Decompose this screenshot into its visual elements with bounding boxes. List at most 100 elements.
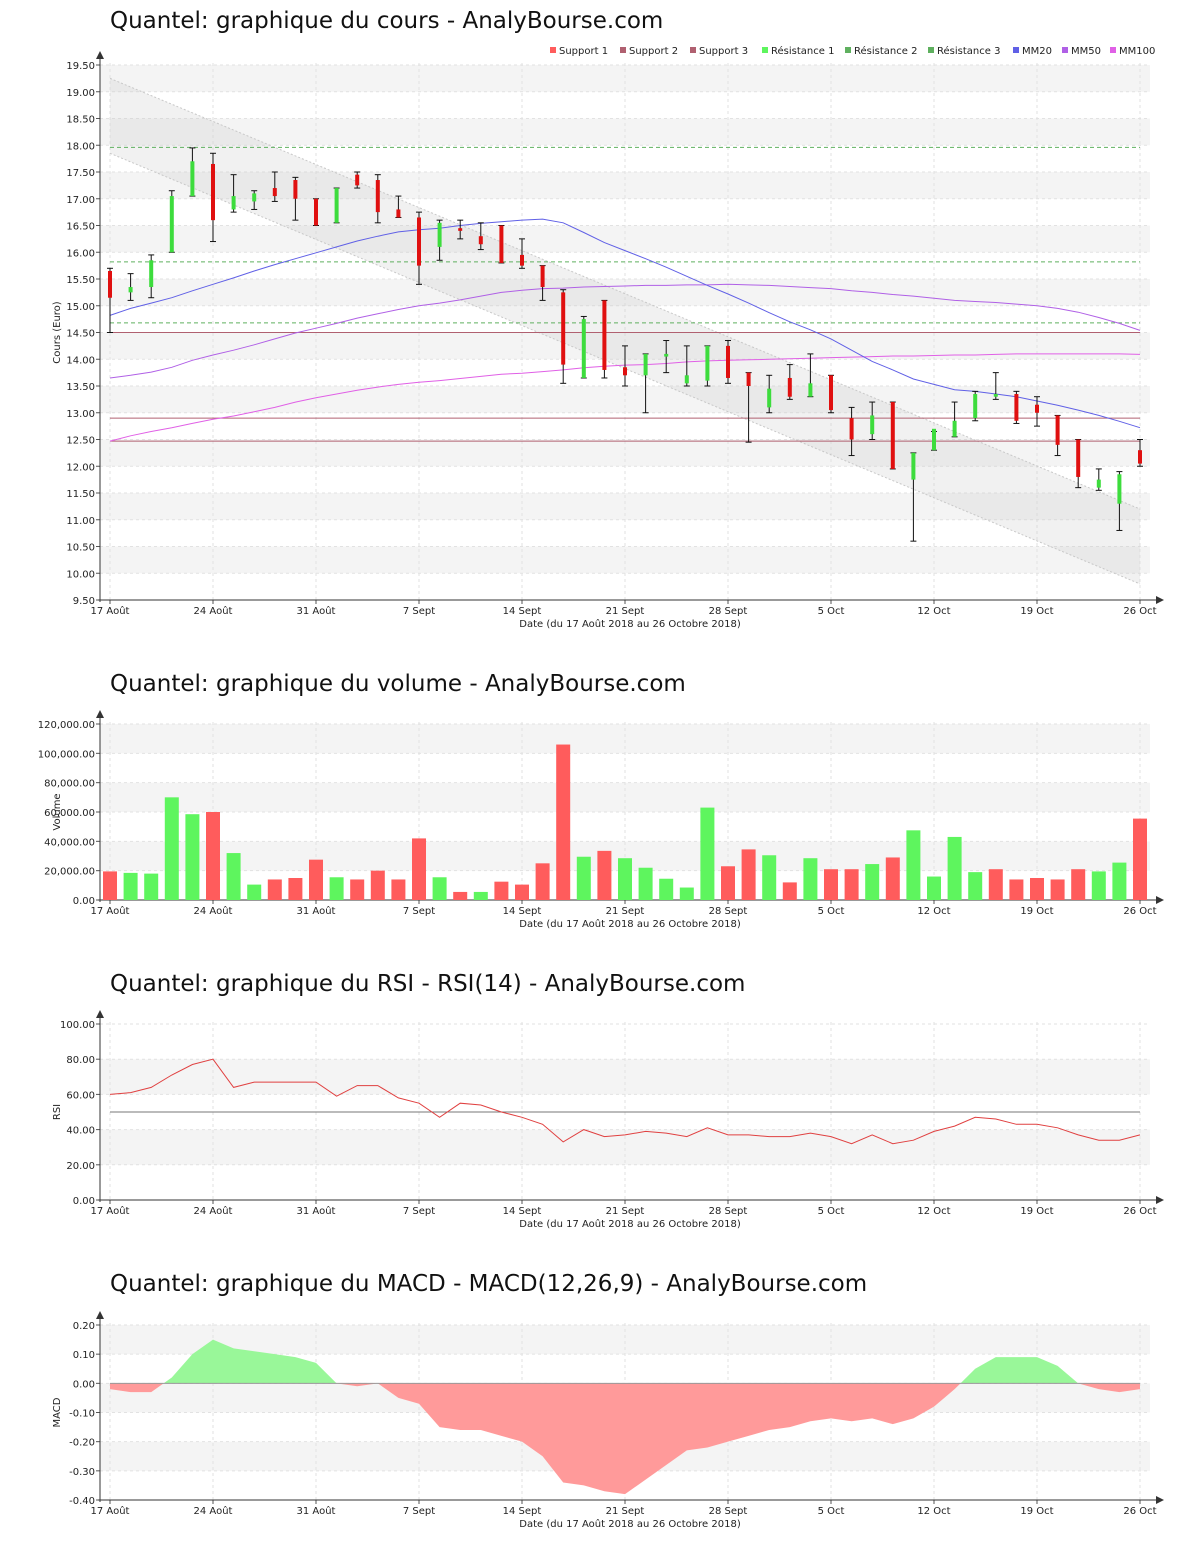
candle-body (499, 225, 504, 263)
candle-body (437, 222, 442, 247)
volume-bar (494, 881, 509, 900)
y-tick-label: 14.50 (66, 329, 95, 340)
x-tick-label: 24 Août (194, 905, 233, 917)
volume-bar (185, 814, 200, 900)
volume-bar (576, 856, 591, 900)
x-tick-label: 7 Sept (403, 1506, 435, 1517)
rsi-line (109, 1058, 1141, 1145)
candle-body (108, 270, 112, 298)
candle-body (458, 228, 463, 231)
y-tick-label: 0.10 (73, 1350, 95, 1361)
y-tick-label: 60.00 (66, 1090, 95, 1101)
x-tick-label: 17 Août (91, 1505, 130, 1517)
candle-body (1055, 415, 1060, 445)
grid-band (100, 1129, 1150, 1165)
y-tick-label: 13.50 (66, 382, 95, 393)
candle-body (478, 236, 483, 245)
candle-body (272, 188, 277, 197)
candle-body (1076, 439, 1081, 477)
candle-body (746, 372, 751, 386)
legend-label: Support 1 (559, 46, 608, 57)
volume-bar (432, 877, 447, 900)
x-tick-label: 26 Oct (1123, 1506, 1156, 1517)
x-tick-label: 28 Sept (709, 906, 748, 917)
x-tick-label: 12 Oct (917, 1506, 950, 1517)
volume-bar (329, 877, 344, 900)
x-tick-label: 21 Sept (606, 1506, 645, 1517)
y-tick-label: 9.50 (73, 596, 95, 607)
y-tick-label: 11.50 (66, 489, 95, 500)
volume-bar (556, 744, 571, 900)
x-tick-label: 7 Sept (403, 906, 435, 917)
y-axis-arrow (96, 710, 104, 718)
y-tick-label: 12.50 (66, 436, 95, 447)
y-tick-label: 40.00 (66, 1126, 95, 1137)
legend-label: Support 2 (629, 46, 678, 57)
y-tick-label: 10.50 (66, 543, 95, 554)
x-tick-label: 19 Oct (1020, 606, 1053, 617)
legend-swatch (690, 47, 696, 53)
y-tick-label: 17.50 (66, 168, 95, 179)
volume-bar (288, 878, 303, 900)
candle-body (169, 196, 174, 253)
y-tick-label: 16.00 (66, 248, 95, 259)
legend-label: Résistance 2 (854, 45, 917, 57)
candle-body (1096, 479, 1101, 488)
y-tick-label: -0.30 (69, 1467, 95, 1478)
grid-band (100, 1164, 1150, 1200)
candle-body (540, 265, 545, 288)
candle-body (1035, 404, 1039, 413)
y-axis-label: MACD (52, 1397, 63, 1427)
volume-bar (515, 884, 529, 900)
x-tick-label: 31 Août (297, 1205, 336, 1217)
y-tick-label: 0.00 (73, 1379, 95, 1390)
x-tick-label: 31 Août (297, 1505, 336, 1517)
candle-body (334, 188, 339, 223)
y-tick-label: -0.20 (69, 1438, 95, 1449)
volume-bar (350, 879, 365, 900)
volume-bar (103, 871, 117, 900)
volume-bar (927, 876, 941, 900)
legend-label: Résistance 3 (937, 45, 1000, 57)
x-tick-label: 5 Oct (818, 906, 845, 917)
y-tick-label: 15.00 (66, 302, 95, 313)
x-tick-label: 19 Oct (1020, 1506, 1053, 1517)
volume-bar (988, 869, 1003, 900)
x-tick-label: 28 Sept (709, 1506, 748, 1517)
candle-body (211, 163, 215, 221)
x-axis-arrow (1156, 896, 1164, 904)
y-tick-label: 0.20 (73, 1321, 95, 1332)
x-tick-label: 26 Oct (1123, 606, 1156, 617)
macd-negative-area (336, 1383, 378, 1387)
volume-bar (1071, 869, 1086, 900)
x-axis-label: Date (du 17 Août 2018 au 26 Octobre 2018… (519, 918, 741, 930)
x-tick-label: 24 Août (194, 605, 233, 617)
y-tick-label: -0.40 (69, 1496, 95, 1507)
y-tick-label: 12.00 (66, 462, 95, 473)
y-axis-arrow (96, 1010, 104, 1018)
candle-body (602, 300, 607, 370)
candle-body (829, 375, 833, 411)
volume-bar (226, 853, 241, 900)
y-tick-label: 15.50 (66, 275, 95, 286)
x-tick-label: 31 Août (297, 605, 336, 617)
rsi-chart: 0.00 20.00 40.00 60.00 80.00 100.00 17 Août 24 … (52, 1010, 1164, 1230)
legend-label: Support 3 (699, 46, 748, 57)
x-tick-label: 24 Août (194, 1505, 233, 1517)
volume-chart-title: Quantel: graphique du volume - AnalyBour… (110, 671, 686, 697)
candle-body (973, 394, 978, 419)
price-chart-title: Quantel: graphique du cours - AnalyBours… (110, 8, 664, 34)
x-tick-label: 26 Oct (1123, 1206, 1156, 1217)
y-tick-label: 40,000.00 (44, 837, 95, 848)
candle-body (767, 388, 772, 408)
y-axis-arrow (96, 51, 104, 59)
candle-body (417, 217, 421, 266)
macd-chart: -0.40 -0.30 -0.20 -0.10 0.00 0.10 0.20 17 Août 2… (52, 1311, 1164, 1530)
x-tick-label: 14 Sept (503, 606, 542, 617)
x-tick-label: 31 Août (297, 905, 336, 917)
macd-negative-area (110, 1383, 164, 1393)
macd-positive-area (163, 1339, 337, 1384)
y-tick-label: -0.10 (69, 1409, 95, 1420)
candle-body (849, 418, 854, 440)
volume-bar (370, 870, 385, 900)
